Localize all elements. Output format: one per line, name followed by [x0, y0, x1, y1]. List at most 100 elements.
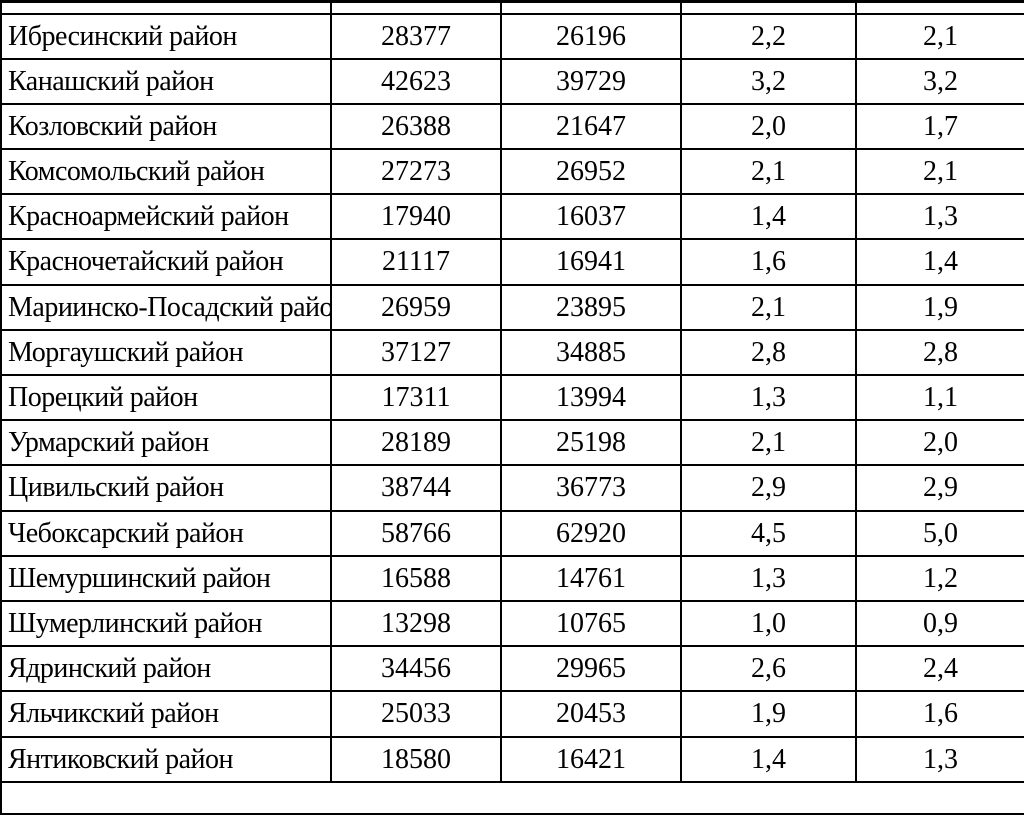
- cell-name: Красночетайский район: [1, 239, 331, 284]
- table-row-footer: [1, 782, 1024, 814]
- cell-val2: 21647: [501, 104, 681, 149]
- cell-val3: 1,4: [681, 194, 856, 239]
- table-row: Янтиковский район 18580 16421 1,4 1,3: [1, 737, 1024, 782]
- cell-val2: 16941: [501, 239, 681, 284]
- cell-name: Козловский район: [1, 104, 331, 149]
- cell-name: Ибресинский район: [1, 14, 331, 59]
- cell-val3: 1,9: [681, 691, 856, 736]
- cell-val4: 1,3: [856, 194, 1024, 239]
- cell-val2: 20453: [501, 691, 681, 736]
- cell-val1: 27273: [331, 149, 501, 194]
- cell-val4: 2,1: [856, 149, 1024, 194]
- cell-val4: 1,6: [856, 691, 1024, 736]
- cell-val2: 25198: [501, 420, 681, 465]
- cell-val3: 4,5: [681, 511, 856, 556]
- cell-val1: 28377: [331, 14, 501, 59]
- table-row: Урмарский район 28189 25198 2,1 2,0: [1, 420, 1024, 465]
- cell-val1: 17311: [331, 375, 501, 420]
- cell-name: Порецкий район: [1, 375, 331, 420]
- cell-name: Урмарский район: [1, 420, 331, 465]
- cell-val3: 1,0: [681, 601, 856, 646]
- cell-val4: 1,1: [856, 375, 1024, 420]
- cell-val3: 2,2: [681, 14, 856, 59]
- cell-val4: 1,4: [856, 239, 1024, 284]
- cell-val1: 17940: [331, 194, 501, 239]
- cell-val4: 2,9: [856, 465, 1024, 510]
- table-row: Чебоксарский район 58766 62920 4,5 5,0: [1, 511, 1024, 556]
- cell-name: Янтиковский район: [1, 737, 331, 782]
- cell-val3: 2,9: [681, 465, 856, 510]
- cell-name: Красноармейский район: [1, 194, 331, 239]
- cell-val4: 2,4: [856, 646, 1024, 691]
- cell-val2: 26196: [501, 14, 681, 59]
- table-row: Моргаушский район 37127 34885 2,8 2,8: [1, 330, 1024, 375]
- table-row: Мариинско-Посадский район 26959 23895 2,…: [1, 285, 1024, 330]
- cell-val1: 13298: [331, 601, 501, 646]
- cell-name: Моргаушский район: [1, 330, 331, 375]
- cell-val1: 34456: [331, 646, 501, 691]
- table-row: Комсомольский район 27273 26952 2,1 2,1: [1, 149, 1024, 194]
- table-row: Шемуршинский район 16588 14761 1,3 1,2: [1, 556, 1024, 601]
- cell-val4: 0,9: [856, 601, 1024, 646]
- cell-val2: 62920: [501, 511, 681, 556]
- cell-val4: 3,2: [856, 59, 1024, 104]
- cell-val2: 10765: [501, 601, 681, 646]
- cell-val1: 26959: [331, 285, 501, 330]
- cell-name: Комсомольский район: [1, 149, 331, 194]
- cell-val3: [681, 2, 856, 14]
- cell-val1: 58766: [331, 511, 501, 556]
- cell-name: Яльчикский район: [1, 691, 331, 736]
- cell-val3: 1,4: [681, 737, 856, 782]
- cell-val1: 16588: [331, 556, 501, 601]
- cell-val4: 2,0: [856, 420, 1024, 465]
- cell-val1: 25033: [331, 691, 501, 736]
- table-row: Ибресинский район 28377 26196 2,2 2,1: [1, 14, 1024, 59]
- cell-val4: 2,1: [856, 14, 1024, 59]
- cell-val4: 1,2: [856, 556, 1024, 601]
- cell-val3: 2,6: [681, 646, 856, 691]
- cell-val4: 1,7: [856, 104, 1024, 149]
- cell-name: Шемуршинский район: [1, 556, 331, 601]
- cell-val1: 38744: [331, 465, 501, 510]
- district-data-table: Ибресинский район 28377 26196 2,2 2,1 Ка…: [0, 0, 1024, 815]
- table-row: Козловский район 26388 21647 2,0 1,7: [1, 104, 1024, 149]
- cell-val3: 2,1: [681, 420, 856, 465]
- cell-val1: 18580: [331, 737, 501, 782]
- cell-name: [1, 2, 331, 14]
- cell-footer: [1, 782, 1024, 814]
- table-row-partial-top: [1, 2, 1024, 14]
- cell-val3: 2,8: [681, 330, 856, 375]
- cell-val4: 5,0: [856, 511, 1024, 556]
- cell-val3: 2,1: [681, 285, 856, 330]
- cell-name: Канашский район: [1, 59, 331, 104]
- cell-val2: 39729: [501, 59, 681, 104]
- cell-name: Цивильский район: [1, 465, 331, 510]
- cell-val1: 37127: [331, 330, 501, 375]
- cell-name: Ядринский район: [1, 646, 331, 691]
- cell-val2: 23895: [501, 285, 681, 330]
- cell-val2: 36773: [501, 465, 681, 510]
- table-body: Ибресинский район 28377 26196 2,2 2,1 Ка…: [1, 2, 1024, 814]
- cell-val3: 2,0: [681, 104, 856, 149]
- cell-val2: 16421: [501, 737, 681, 782]
- cell-val2: 14761: [501, 556, 681, 601]
- cell-val3: 2,1: [681, 149, 856, 194]
- cell-val3: 3,2: [681, 59, 856, 104]
- cell-val1: 21117: [331, 239, 501, 284]
- table-row: Цивильский район 38744 36773 2,9 2,9: [1, 465, 1024, 510]
- table-row: Красночетайский район 21117 16941 1,6 1,…: [1, 239, 1024, 284]
- table-row: Ядринский район 34456 29965 2,6 2,4: [1, 646, 1024, 691]
- table-row: Красноармейский район 17940 16037 1,4 1,…: [1, 194, 1024, 239]
- cell-val4: 1,3: [856, 737, 1024, 782]
- cell-name: Мариинско-Посадский район: [1, 285, 331, 330]
- cell-val3: 1,6: [681, 239, 856, 284]
- cell-val2: 34885: [501, 330, 681, 375]
- table-row: Яльчикский район 25033 20453 1,9 1,6: [1, 691, 1024, 736]
- cell-val1: [331, 2, 501, 14]
- cell-val1: 26388: [331, 104, 501, 149]
- cell-val4: [856, 2, 1024, 14]
- cell-val1: 28189: [331, 420, 501, 465]
- cell-val2: 13994: [501, 375, 681, 420]
- table-row: Шумерлинский район 13298 10765 1,0 0,9: [1, 601, 1024, 646]
- cell-val2: 16037: [501, 194, 681, 239]
